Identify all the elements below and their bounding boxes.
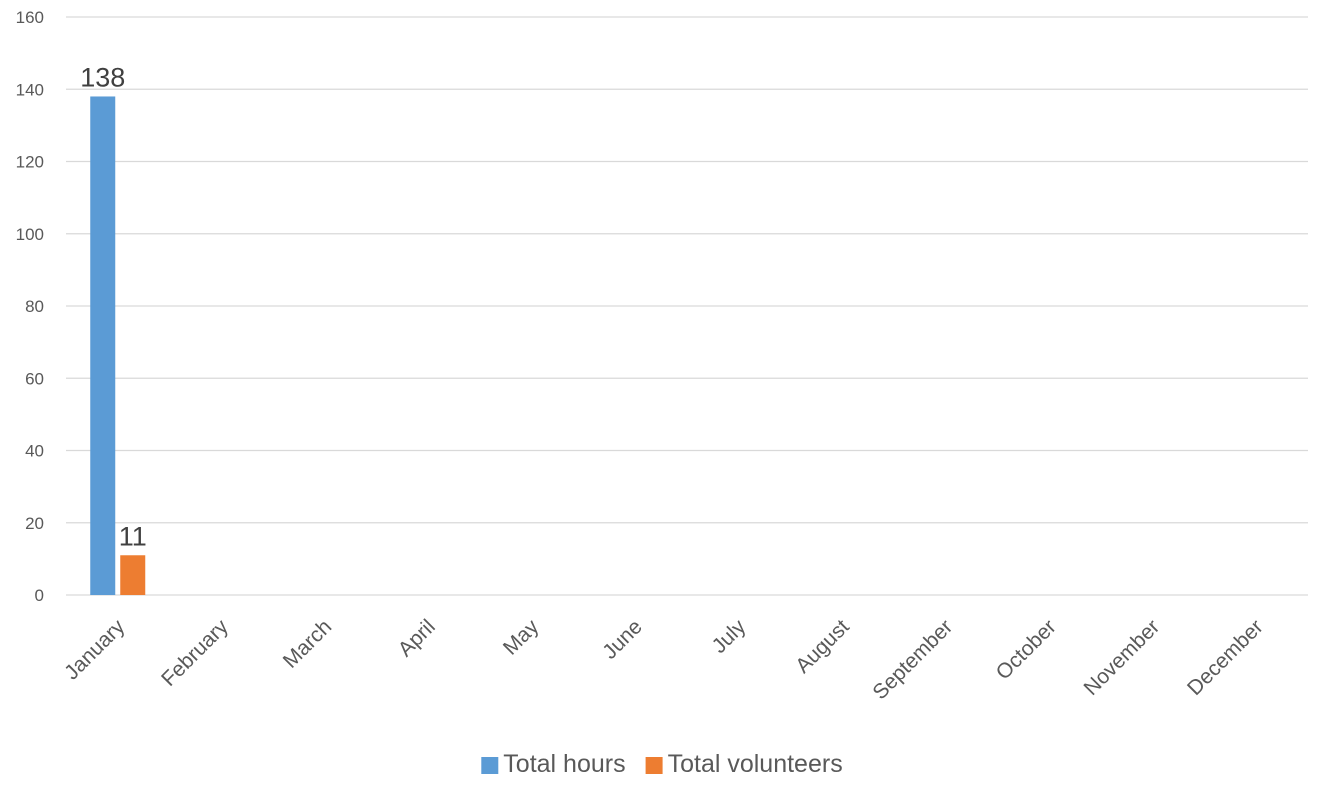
x-tick-label-february: February [157, 615, 233, 691]
y-tick-label-140: 140 [16, 80, 44, 99]
x-tick-label-march: March [279, 615, 337, 673]
y-tick-label-60: 60 [25, 369, 44, 388]
y-tick-label-160: 160 [16, 8, 44, 27]
y-tick-label-120: 120 [16, 153, 44, 172]
y-tick-label-80: 80 [25, 297, 44, 316]
bar-total-volunteers-january [120, 555, 146, 595]
legend-swatch-total-hours [481, 757, 499, 774]
x-tick-label-november: November [1080, 615, 1165, 700]
legend-label-total-volunteers: Total volunteers [668, 750, 843, 778]
x-tick-label-august: August [791, 615, 854, 678]
gridlines [66, 16, 1308, 596]
x-tick-label-april: April [394, 615, 440, 661]
legend: Total hours Total volunteers [481, 750, 843, 778]
y-tick-label-40: 40 [25, 442, 44, 461]
legend-item-total-hours: Total hours [481, 750, 626, 778]
legend-item-total-volunteers: Total volunteers [645, 750, 843, 778]
x-tick-label-january: January [60, 615, 129, 684]
x-tick-label-may: May [499, 615, 544, 660]
legend-label-total-hours: Total hours [503, 750, 625, 778]
x-tick-label-october: October [992, 615, 1061, 684]
data-labels: 138 11 [80, 62, 147, 551]
x-tick-label-september: September [868, 615, 957, 704]
data-label-total-hours-january: 138 [80, 62, 125, 92]
x-tick-label-june: June [598, 615, 646, 663]
x-axis-category-labels: January February March April May June July Augu… [60, 615, 1268, 704]
data-label-total-volunteers-january: 11 [119, 521, 147, 551]
y-tick-label-0: 0 [35, 586, 44, 605]
x-tick-label-july: July [708, 615, 751, 658]
y-axis-tick-labels: 0 20 40 60 80 100 120 140 160 [16, 8, 44, 605]
y-tick-label-20: 20 [25, 514, 44, 533]
legend-swatch-total-volunteers [645, 757, 663, 774]
bars [90, 96, 146, 595]
y-tick-label-100: 100 [16, 225, 44, 244]
bar-total-hours-january [90, 96, 116, 595]
x-tick-label-december: December [1183, 615, 1268, 700]
